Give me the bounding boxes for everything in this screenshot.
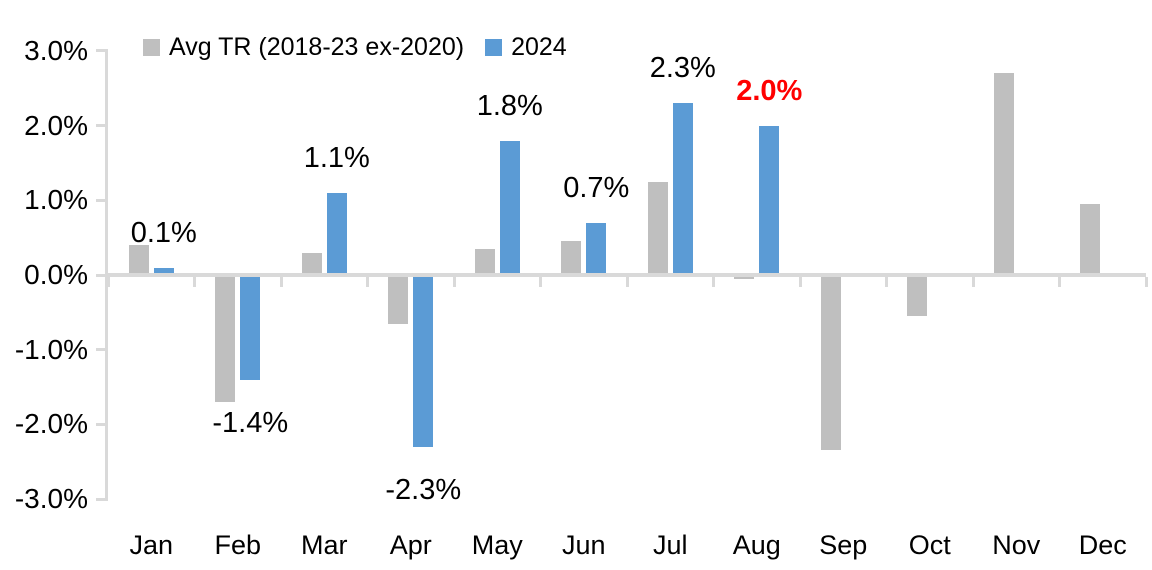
x-axis-tick [1144, 277, 1148, 287]
y-axis-tick [96, 348, 105, 352]
y-axis-label: 2.0% [24, 109, 88, 141]
x-axis-tick [279, 277, 283, 287]
x-axis-label: May [471, 530, 523, 560]
data-label: 1.1% [303, 141, 370, 174]
bar-2024 [586, 222, 607, 275]
x-axis-tick [452, 277, 456, 287]
x-axis-label: Jun [561, 530, 606, 560]
bar-2024 [499, 140, 520, 275]
bar-2024 [153, 267, 174, 275]
y-axis-label: -3.0% [14, 483, 88, 514]
x-axis-tick [798, 277, 802, 287]
legend-label-2024: 2024 [511, 33, 567, 61]
data-label: 2.0% [736, 74, 803, 107]
x-axis-tick [366, 277, 369, 287]
x-axis-label: Feb [214, 530, 262, 560]
data-label: -2.3% [385, 473, 462, 506]
bar-avg-tr [388, 275, 409, 324]
x-axis-tick [539, 277, 542, 287]
x-axis-tick [971, 277, 975, 287]
bar-avg-tr [820, 275, 841, 451]
bar-avg-tr [128, 245, 149, 275]
y-axis-label: 1.0% [24, 184, 88, 216]
x-axis-line [105, 273, 1146, 277]
legend-item-2024: 2024 [485, 33, 567, 62]
legend-swatch-2024-icon [485, 39, 503, 56]
bar-avg-tr [647, 181, 668, 275]
x-axis-tick [625, 277, 629, 287]
x-axis-label: Mar [301, 530, 348, 560]
bar-avg-tr [907, 275, 928, 317]
x-axis-label: Dec [1078, 530, 1127, 560]
y-axis-tick [96, 497, 105, 501]
y-axis-tick [96, 124, 105, 128]
bar-avg-tr [301, 252, 322, 275]
x-axis-tick [106, 277, 110, 287]
x-axis-label: Aug [732, 530, 781, 560]
y-axis-label: -2.0% [14, 408, 88, 440]
x-axis-label: Nov [992, 530, 1041, 560]
x-axis-tick [193, 277, 196, 287]
y-axis-label: 0.0% [24, 259, 88, 290]
y-axis-label: -1.0% [14, 333, 88, 365]
x-axis-label: Jul [652, 530, 688, 560]
y-axis-tick [96, 422, 105, 426]
bar-avg-tr [1080, 204, 1101, 275]
legend-swatch-avg-tr-icon [143, 39, 160, 56]
legend-label-avg-tr: Avg TR (2018-23 ex-2020) [169, 33, 465, 61]
data-label: 0.7% [563, 171, 630, 204]
y-axis-label: 3.0% [24, 34, 88, 66]
x-axis-label: Apr [389, 530, 432, 560]
data-label: -1.4% [212, 406, 289, 439]
bar-avg-tr [215, 275, 236, 402]
x-axis-label: Oct [908, 530, 951, 560]
data-label: 0.1% [130, 216, 197, 249]
bar-2024 [759, 125, 780, 275]
y-axis-tick [96, 273, 105, 277]
x-axis-label: Sep [819, 530, 868, 560]
x-axis-tick [885, 277, 888, 287]
bar-avg-tr [474, 248, 495, 275]
y-axis-tick [96, 198, 105, 202]
bar-2024 [240, 275, 261, 380]
bar-2024 [413, 275, 434, 447]
y-axis-tick [96, 49, 105, 53]
x-axis-tick [1058, 277, 1061, 287]
x-axis-label: Jan [129, 530, 174, 560]
bar-2024 [326, 192, 347, 275]
data-label: 1.8% [476, 89, 543, 122]
bar-2024 [672, 103, 693, 275]
bar-avg-tr [561, 241, 582, 275]
bar-avg-tr [993, 73, 1014, 275]
chart-legend: Avg TR (2018-23 ex-2020) 2024 [143, 33, 567, 62]
x-axis-tick [712, 277, 715, 287]
data-label: 2.3% [649, 52, 716, 85]
legend-item-avg-tr: Avg TR (2018-23 ex-2020) [143, 33, 464, 62]
